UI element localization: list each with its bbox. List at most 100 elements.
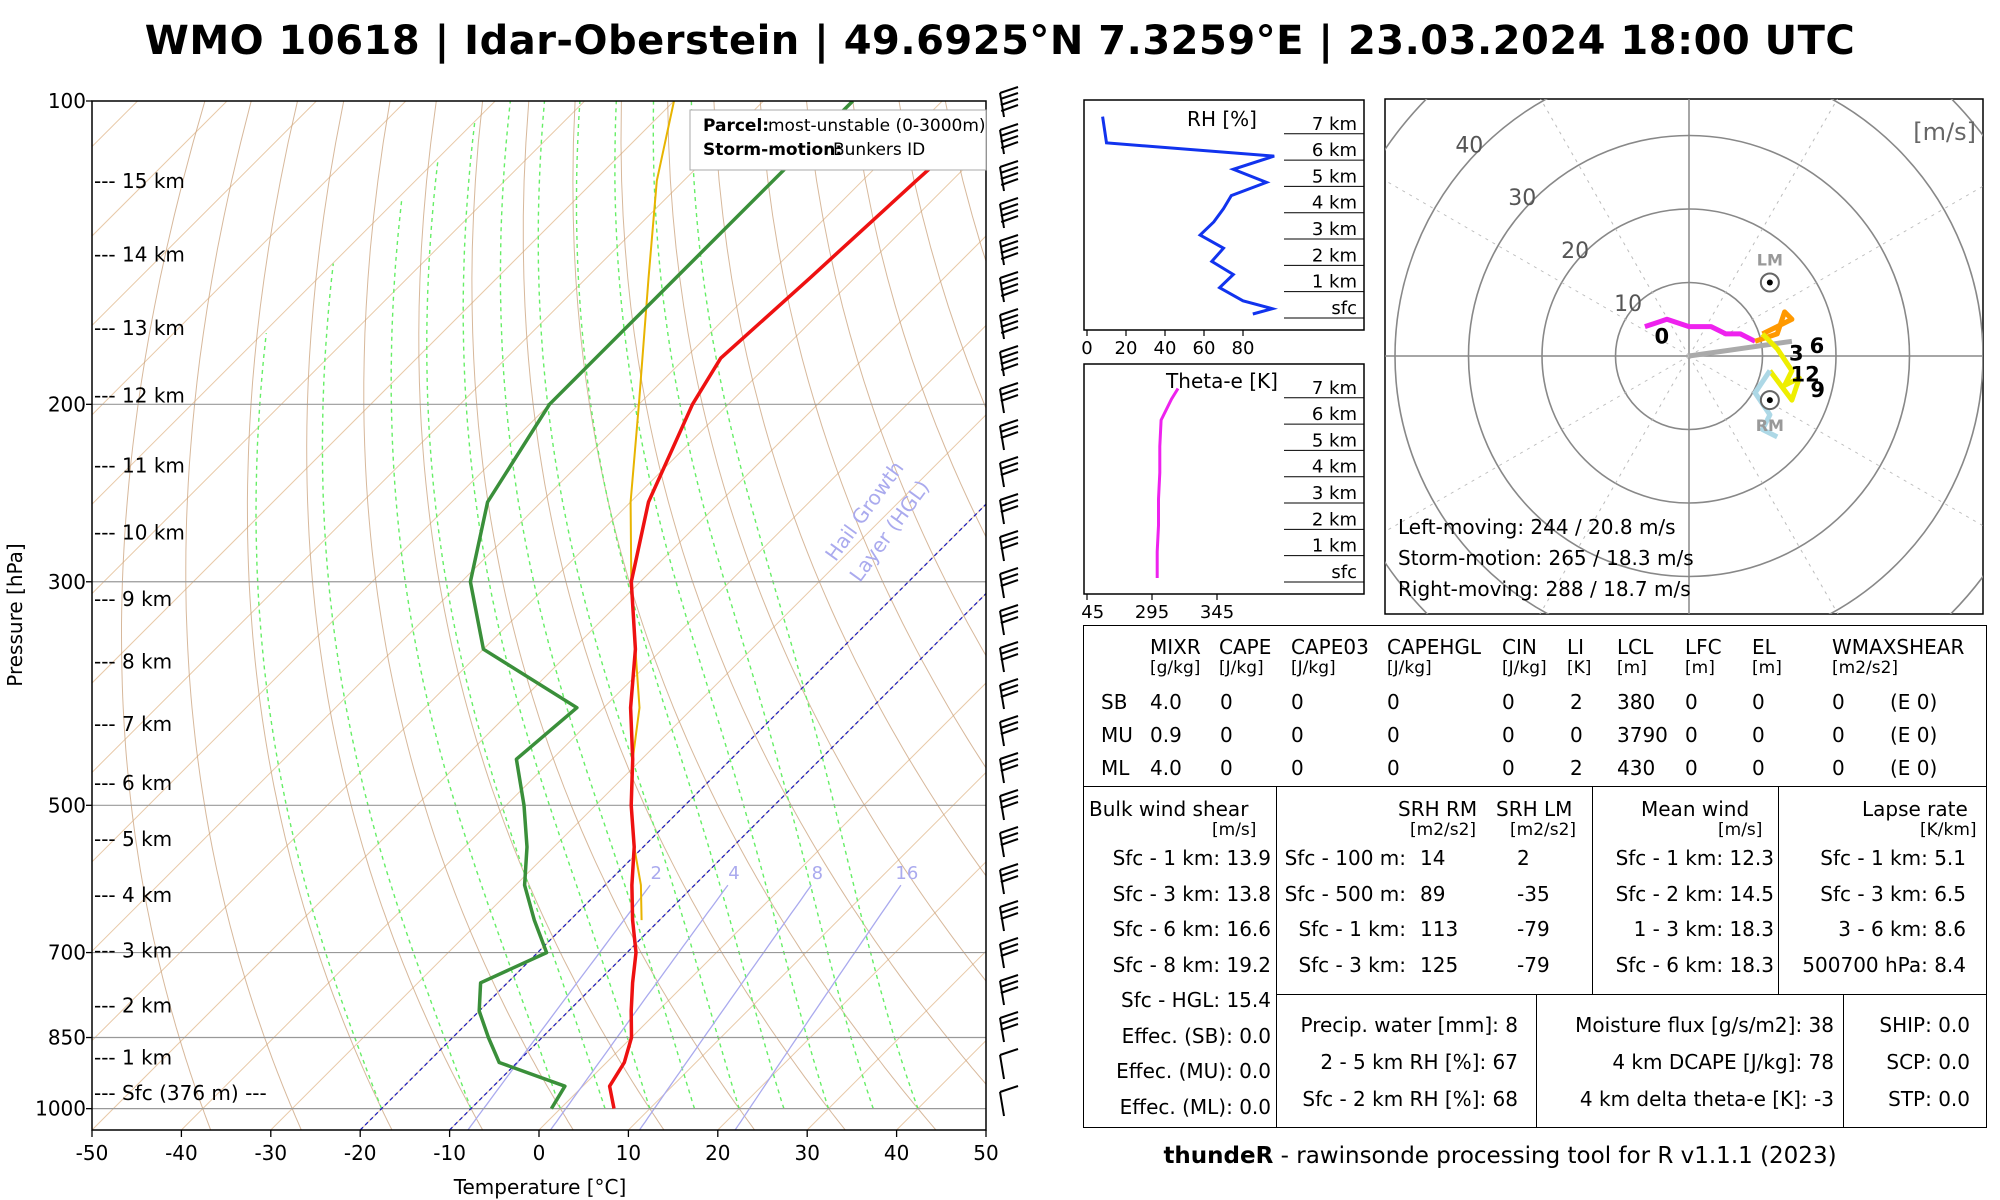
hodo-stat-storm: Storm-motion: 265 / 18.3 m/s (1398, 546, 1694, 570)
isotherm-line (181, 324, 986, 1130)
moist-adiabat-line (426, 162, 606, 1109)
height-label: --- 3 km (94, 939, 172, 963)
wind-barb (999, 271, 1019, 303)
height-label: --- 13 km (94, 316, 185, 340)
x-tick-label: -20 (344, 1141, 377, 1165)
isotherm-line (92, 101, 675, 684)
wind-barb (999, 641, 1019, 673)
storm-marker-dot (1766, 397, 1773, 404)
wind-barb (999, 234, 1019, 266)
srh-unit-rm: [m2/s2] (1410, 820, 1477, 840)
wind-barb (999, 456, 1019, 488)
x-tick-label: 60 (1193, 338, 1216, 358)
x-axis-label: Temperature [°C] (453, 1175, 627, 1199)
srh-lm-value: -79 (1517, 952, 1550, 977)
theta-e-line (1155, 387, 1180, 578)
wind-barb (999, 1048, 1019, 1080)
flux-row: 4 km delta theta-e [K]: -3 (1579, 1087, 1834, 1111)
wind-barb (999, 678, 1019, 710)
param-cell: 0 (1570, 723, 1583, 747)
mixing-ratio-label: 2 (650, 863, 661, 884)
param-cell: 0 (1832, 690, 1845, 714)
srh-unit-lm: [m2/s2] (1510, 820, 1577, 840)
hodo-stat-left: Left-moving: 244 / 20.8 m/s (1398, 515, 1676, 539)
param-header: LCL (1617, 635, 1654, 659)
param-row-label: MU (1101, 723, 1133, 747)
table-divider-top (1083, 786, 1987, 787)
bulk-shear-unit: [m/s] (1212, 820, 1257, 840)
srh-rm-value: 125 (1420, 952, 1459, 977)
param-cell: 0 (1502, 690, 1515, 714)
moist-adiabat-line (537, 101, 740, 1109)
bulk-shear-row: Effec. (SB): 0.0 (1121, 1023, 1271, 1048)
rh-line (1101, 116, 1279, 316)
km-label: 4 km (1312, 457, 1357, 478)
index-row: SHIP: 0.0 (1879, 1013, 1970, 1037)
hodo-height-label: 3 (1789, 341, 1804, 365)
bulk-shear-row: Sfc - 8 km: 19.2 (1112, 952, 1271, 977)
dewpoint-line (468, 101, 855, 1110)
x-tick-label: 40 (1154, 338, 1177, 358)
param-unit: [J/kg] (1502, 658, 1547, 678)
param-header: CIN (1502, 635, 1537, 659)
y-tick-label: 200 (48, 392, 86, 416)
y-tick-label: 850 (48, 1026, 86, 1050)
srh-lm-value: -79 (1517, 917, 1550, 941)
wind-barb (999, 1011, 1019, 1043)
km-label: 7 km (1312, 378, 1357, 399)
lapse-title: Lapse rate (1862, 797, 1968, 821)
param-cell: 2 (1570, 756, 1583, 780)
wind-barb (999, 419, 1019, 451)
isotherm-line (92, 101, 407, 416)
legend-storm-value: Bunkers ID (833, 140, 925, 160)
x-tick-label: -30 (254, 1141, 287, 1165)
isotherm-line (92, 145, 986, 1042)
x-tick-label: -40 (165, 1141, 198, 1165)
srh-lm-value: 2 (1517, 846, 1530, 870)
param-cell: 0 (1502, 723, 1515, 747)
km-label: 6 km (1312, 404, 1357, 425)
isotherm-line (92, 101, 764, 774)
theta-e-profile: 7 km 6 km 5 km 4 km 3 km 2 km 1 km sfc 245 295 345… (1082, 363, 1365, 622)
mixing-ratio-line (467, 884, 651, 1130)
dry-adiabat-line (852, 101, 986, 539)
param-cell: 0 (1220, 756, 1233, 780)
rh-title: RH [%] (1187, 107, 1257, 131)
x-tick-label: -50 (76, 1141, 109, 1165)
wind-barb (999, 382, 1019, 414)
hodo-segment (1644, 316, 1757, 344)
srh-rm-value: 113 (1420, 917, 1459, 941)
wind-barb (999, 715, 1019, 747)
isotherm-line (628, 771, 986, 1130)
km-label: 5 km (1312, 430, 1357, 451)
srh-row-label: Sfc - 3 km: (1298, 952, 1406, 977)
footer-brand: thundeR (1163, 1143, 1274, 1169)
bulk-shear-row: Effec. (ML): 0.0 (1119, 1094, 1271, 1119)
dry-adiabat-line (522, 101, 846, 1130)
hodo-segment (1760, 332, 1802, 403)
isotherm-line (92, 101, 585, 595)
theta-e-title: Theta-e [K] (1165, 369, 1278, 393)
mixing-ratio-line (734, 884, 902, 1130)
param-unit: [m] (1752, 658, 1782, 678)
param-cell: (E 0) (1890, 756, 1938, 780)
x-tick-label: 50 (973, 1141, 998, 1165)
param-header: EL (1752, 635, 1776, 659)
param-cell: 0 (1502, 756, 1515, 780)
param-cell: 2 (1570, 690, 1583, 714)
km-label: 4 km (1312, 193, 1357, 214)
temperature-line (607, 115, 986, 1109)
wind-barb (999, 530, 1019, 562)
moist-adiabat-line (462, 122, 651, 1109)
param-cell: 0 (1832, 723, 1845, 747)
wind-barb (999, 123, 1019, 155)
wind-barb (999, 493, 1019, 525)
param-cell: 0 (1387, 690, 1400, 714)
wind-barb (999, 752, 1019, 784)
hodo-segment (1754, 309, 1795, 344)
storm-marker-dot (1766, 279, 1773, 286)
moist-adiabat-line (499, 101, 696, 1109)
param-cell: 0 (1291, 723, 1304, 747)
table-divider-v3 (1778, 786, 1779, 994)
